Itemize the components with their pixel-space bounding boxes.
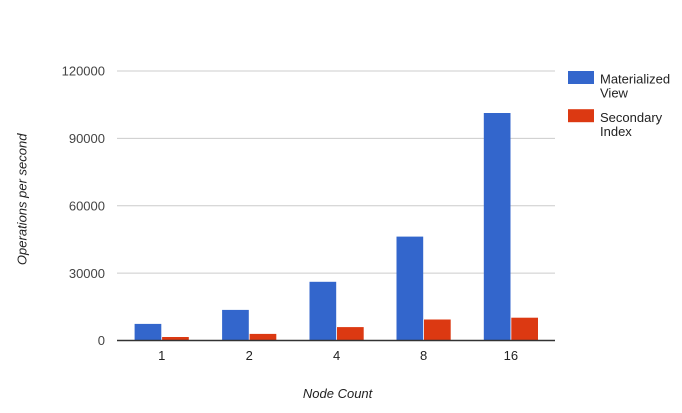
svg-text:8: 8 (420, 348, 427, 363)
svg-text:View: View (600, 86, 629, 101)
svg-text:Secondary: Secondary (600, 110, 663, 125)
svg-text:90000: 90000 (69, 131, 105, 146)
svg-text:0: 0 (98, 333, 105, 348)
svg-text:Node Count: Node Count (303, 386, 374, 401)
svg-text:30000: 30000 (69, 266, 105, 281)
svg-text:16: 16 (504, 348, 518, 363)
svg-text:4: 4 (333, 348, 340, 363)
svg-text:Index: Index (600, 124, 632, 139)
svg-text:120000: 120000 (62, 64, 105, 79)
svg-text:2: 2 (246, 348, 253, 363)
svg-text:1: 1 (158, 348, 165, 363)
svg-text:Operations per second: Operations per second (15, 133, 30, 265)
svg-text:60000: 60000 (69, 198, 105, 213)
svg-text:Materialized: Materialized (600, 72, 670, 87)
